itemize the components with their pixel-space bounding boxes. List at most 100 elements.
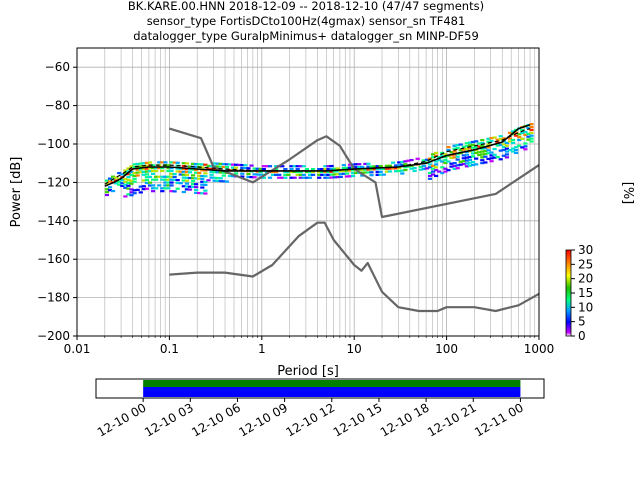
density-cell (138, 165, 143, 168)
density-cell (227, 163, 233, 166)
density-cell (203, 189, 208, 192)
density-cell (160, 175, 165, 178)
density-cell (363, 168, 368, 171)
density-cell (200, 186, 205, 189)
density-cell (110, 189, 116, 193)
density-cell (129, 171, 134, 174)
density-cell (194, 177, 199, 180)
density-cell (154, 178, 159, 181)
density-cell (409, 167, 414, 170)
density-cell (163, 184, 168, 187)
density-cell (147, 181, 153, 184)
density-cell (240, 163, 245, 167)
density-cell (372, 165, 377, 168)
density-cell (209, 173, 214, 176)
density-cell (443, 156, 448, 159)
density-cell (295, 170, 300, 174)
density-cell (209, 170, 214, 173)
density-cell (529, 131, 534, 134)
density-cell (375, 168, 380, 171)
density-cell (329, 176, 334, 179)
density-cell (135, 168, 140, 171)
density-cell (467, 141, 473, 144)
density-cell (510, 147, 516, 150)
density-cell (203, 175, 208, 178)
density-cell (135, 188, 140, 191)
density-cell (446, 169, 451, 172)
density-cell (369, 165, 374, 168)
density-cell (157, 175, 162, 178)
density-cell (394, 164, 399, 167)
density-cell (320, 168, 325, 171)
density-cell (317, 170, 322, 174)
density-cell (166, 167, 171, 170)
density-cell (434, 166, 439, 169)
density-cell (507, 140, 513, 143)
y-tick-label: −60 (45, 60, 70, 74)
density-cell (212, 168, 217, 171)
density-cell (154, 187, 159, 190)
time-tick-label: 12-10 12 (284, 400, 338, 439)
density-cell (529, 140, 534, 143)
density-cell (430, 153, 436, 156)
density-cell (181, 185, 186, 188)
density-cell (397, 164, 402, 167)
density-cell (289, 170, 294, 174)
density-cell (329, 173, 334, 176)
density-cell (224, 166, 230, 169)
density-cell (507, 137, 513, 140)
density-cell (172, 173, 177, 176)
density-cell (310, 170, 316, 174)
density-cell (520, 129, 525, 132)
density-cell (169, 172, 174, 176)
density-cell (317, 173, 322, 176)
density-cell (354, 163, 359, 166)
density-cell (141, 162, 146, 165)
density-cell (412, 169, 417, 173)
availability-bars (143, 380, 521, 397)
density-cell (464, 142, 470, 145)
density-cell (477, 151, 482, 154)
density-cell (461, 154, 466, 157)
density-cell (427, 163, 433, 166)
density-cell (120, 181, 125, 185)
density-cell (283, 168, 288, 171)
density-cell (264, 165, 270, 168)
density-cell (480, 141, 485, 145)
density-cell (400, 169, 405, 172)
density-cell (298, 173, 303, 176)
density-cell (230, 163, 236, 166)
density-cell (249, 175, 254, 179)
density-cell (427, 157, 433, 160)
density-cell (338, 172, 343, 176)
density-cell (141, 179, 146, 182)
density-cell (163, 181, 168, 184)
density-cell (470, 146, 476, 149)
density-cell (261, 165, 266, 168)
y-tick-label: −200 (37, 329, 70, 343)
density-cell (498, 138, 503, 141)
density-cell (286, 173, 291, 176)
density-cell (461, 160, 466, 163)
density-cell (498, 149, 503, 152)
density-cell (350, 172, 356, 175)
density-cell (218, 165, 223, 168)
density-cell (295, 165, 300, 168)
density-cell (147, 170, 153, 173)
density-cell (350, 174, 356, 178)
low-noise-model-line (169, 221, 540, 313)
density-cell (209, 165, 214, 168)
density-cell (378, 170, 383, 173)
density-cell (474, 157, 479, 160)
density-cell (341, 164, 346, 167)
density-cell (384, 167, 390, 170)
density-cell (492, 153, 497, 156)
density-cell (344, 172, 350, 175)
x-axis-label: Period [s] (277, 364, 339, 379)
density-cell (427, 171, 433, 175)
density-cell (350, 163, 356, 166)
density-cell (224, 180, 230, 183)
density-cell (200, 180, 205, 183)
density-cell (175, 161, 180, 164)
density-cell (498, 158, 503, 161)
